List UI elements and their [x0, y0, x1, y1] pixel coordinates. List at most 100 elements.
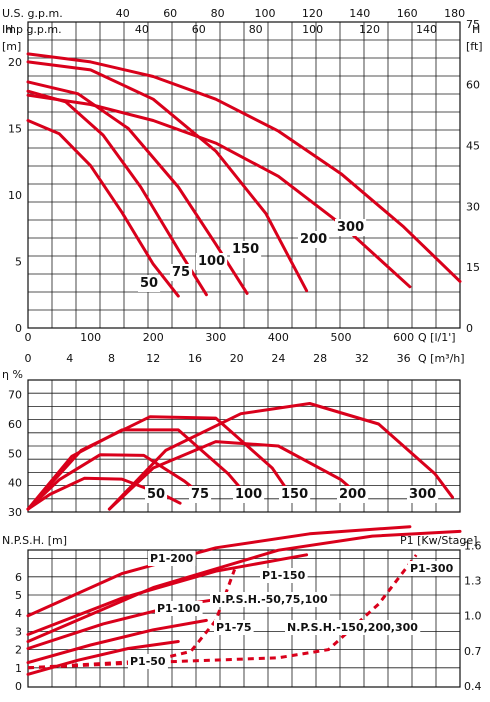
q-m3h-tick: 8: [108, 352, 115, 365]
q-lmin-axis-label: Q [l/1']: [418, 331, 456, 344]
head-right-tick: 0: [466, 322, 473, 335]
head-right-unit-H: H: [472, 23, 480, 36]
head-y-tick: 5: [15, 255, 22, 268]
q-m3h-tick: 16: [188, 352, 202, 365]
npsh-series-label-p1-50: P1-50: [130, 655, 166, 668]
efficiency-curve-50: [26, 476, 182, 511]
head-left-unit-H: H: [5, 23, 13, 36]
imp-gpm-tick: 80: [249, 23, 263, 36]
npsh-curve-p1-200: [26, 525, 412, 618]
efficiency-y-tick: 70: [8, 389, 22, 402]
head-y-tick: 15: [8, 122, 22, 135]
q-lmin-tick: 200: [143, 331, 164, 344]
npsh-y-tick: 0: [15, 680, 22, 693]
power-right-tick: 1.6: [464, 539, 482, 552]
head-y-tick: 0: [15, 322, 22, 335]
efficiency-curve-200: [107, 440, 363, 511]
q-m3h-tick: 24: [271, 352, 285, 365]
npsh-axis-label: N.P.S.H. [m]: [2, 534, 67, 547]
q-m3h-tick: 36: [397, 352, 411, 365]
head-curve-label-75: 75: [172, 265, 190, 280]
efficiency-curve-label-300: 300: [409, 487, 436, 502]
head-curve-150: [26, 60, 309, 293]
head-curve-label-150-bg: [230, 241, 262, 258]
npsh-curve-p1-150: [26, 553, 309, 636]
head-curve-label-75-bg: [170, 264, 193, 281]
head-curve-label-50: 50: [140, 276, 158, 291]
npsh-y-tick: 1: [15, 662, 22, 675]
npsh-series-label-p1-50-bg: [128, 654, 168, 669]
q-m3h-tick: 4: [66, 352, 73, 365]
head-curve-label-300-bg: [335, 219, 367, 236]
efficiency-curve-label-75-bg: [189, 486, 212, 503]
efficiency-curve-label-200: 200: [339, 487, 366, 502]
us-gpm-tick: 180: [444, 7, 465, 20]
head-right-tick: 45: [466, 140, 480, 153]
us-gpm-tick: 120: [302, 7, 323, 20]
efficiency-curve-label-150: 150: [281, 487, 308, 502]
head-curve-label-100-bg: [196, 253, 228, 270]
head-curve-label-200-bg: [298, 231, 330, 248]
power-right-tick: 1.3: [464, 575, 482, 588]
head-curve-label-300: 300: [337, 220, 364, 235]
power-right-tick: 0.7: [464, 645, 482, 658]
power-right-tick: 0.4: [464, 680, 482, 693]
q-m3h-tick: 28: [313, 352, 327, 365]
head-right-tick: 15: [466, 261, 480, 274]
npsh-y-tick: 6: [15, 571, 22, 584]
imp-gpm-tick: 100: [302, 23, 323, 36]
us-gpm-tick: 160: [397, 7, 418, 20]
imp-gpm-axis-label: Imp g.p.m.: [2, 23, 62, 36]
head-y-tick: 20: [8, 56, 22, 69]
efficiency-curve-label-50-bg: [145, 486, 168, 503]
q-lmin-tick: 100: [80, 331, 101, 344]
power-right-tick: 1.0: [464, 610, 482, 623]
efficiency-curve-label-200-bg: [337, 486, 369, 503]
imp-gpm-tick: 60: [192, 23, 206, 36]
npsh-power-panel-frame: [27, 549, 461, 688]
efficiency-y-tick: 60: [8, 418, 22, 431]
npsh-series-label-p1-200: P1-200: [150, 552, 194, 565]
imp-gpm-tick: 140: [416, 23, 437, 36]
head-right-tick: 60: [466, 79, 480, 92]
head-curve-50: [26, 119, 180, 298]
npsh-series-label-n-p-s-h-50-75-100: N.P.S.H.-50,75,100: [212, 593, 328, 606]
head-curve-label-200: 200: [300, 232, 327, 247]
head-left-unit: [m]: [2, 40, 21, 53]
us-gpm-axis-label: U.S. g.p.m.: [2, 7, 63, 20]
npsh-y-tick: 2: [15, 644, 22, 657]
efficiency-curve-label-150-bg: [279, 486, 311, 503]
head-curve-label-100: 100: [198, 254, 225, 269]
efficiency-curve-100: [26, 428, 250, 511]
npsh-series-label-n-p-s-h-150-200-300-bg: [285, 620, 421, 635]
q-lmin-tick: 500: [331, 331, 352, 344]
q-lmin-tick: 600: [393, 331, 414, 344]
imp-gpm-tick: 40: [135, 23, 149, 36]
npsh-series-label-p1-100: P1-100: [157, 602, 201, 615]
q-m3h-tick: 0: [25, 352, 32, 365]
efficiency-panel-frame: [27, 379, 461, 513]
npsh-y-tick: 4: [15, 607, 22, 620]
efficiency-y-tick: 50: [8, 447, 22, 460]
efficiency-y-tick: 40: [8, 477, 22, 490]
head-right-unit: [ft]: [466, 40, 483, 53]
npsh-series-label-p1-300: P1-300: [410, 562, 454, 575]
q-m3h-axis-label: Q [m³/h]: [418, 352, 465, 365]
npsh-curve-p1-75: [26, 618, 208, 665]
npsh-series-label-n-p-s-h-150-200-300: N.P.S.H.-150,200,300: [287, 621, 418, 634]
us-gpm-tick: 60: [163, 7, 177, 20]
npsh-y-tick: 5: [15, 589, 22, 602]
npsh-series-label-p1-150-bg: [260, 568, 308, 583]
q-m3h-tick: 20: [230, 352, 244, 365]
efficiency-curve-label-100-bg: [233, 486, 265, 503]
head-right-tick: 30: [466, 200, 480, 213]
npsh-series-label-p1-75-bg: [214, 620, 254, 635]
us-gpm-tick: 100: [254, 7, 275, 20]
efficiency-curve-label-100: 100: [235, 487, 262, 502]
efficiency-axis-label: η %: [2, 368, 23, 381]
npsh-series-label-p1-100-bg: [155, 601, 203, 616]
efficiency-curve-75: [26, 453, 207, 511]
us-gpm-tick: 80: [211, 7, 225, 20]
